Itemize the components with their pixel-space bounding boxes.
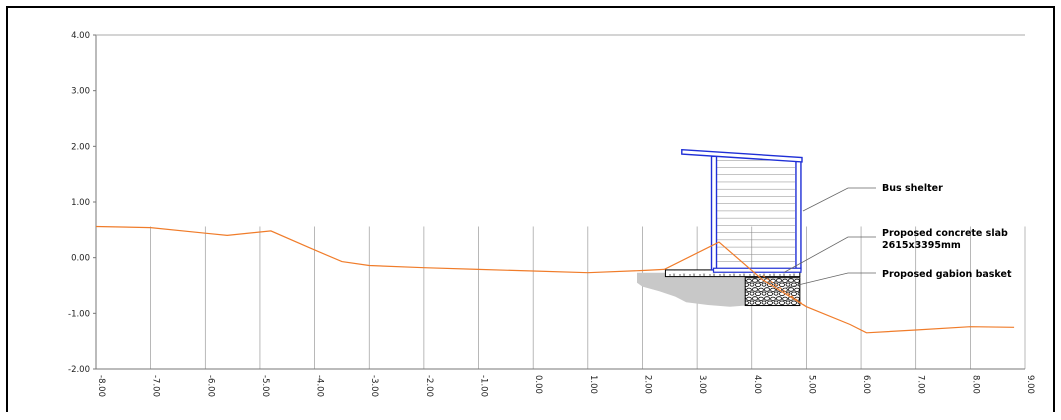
shelter-roof — [681, 148, 803, 163]
concrete-slab-leader — [784, 236, 876, 273]
concrete-slab-label: Proposed concrete slab — [882, 228, 1008, 239]
ground-profile-hidden-line — [762, 275, 807, 308]
concrete-slab-size-label: 2615x3395mm — [882, 240, 961, 251]
x-tick-label: -5.00 — [260, 375, 270, 397]
x-tick-label: -6.00 — [205, 375, 215, 397]
axes — [93, 34, 1025, 370]
y-tick-label: 4.00 — [71, 31, 90, 41]
shelter-front-post — [710, 155, 718, 271]
y-tick-label: 0.00 — [71, 254, 90, 264]
bus-shelter-label: Bus shelter — [882, 183, 943, 194]
x-tick-label: 5.00 — [806, 375, 816, 394]
leader-lines — [784, 187, 876, 289]
y-tick-label: 2.00 — [71, 142, 90, 152]
tick-labels: -8.00 -7.00 -6.00 -5.00 -4.00 -3.00 -2.00 -1.00… — [68, 31, 1035, 397]
y-tick-label: 3.00 — [71, 87, 90, 97]
ground-profile-line — [95, 225, 1015, 334]
x-tick-label: -2.00 — [424, 375, 434, 397]
x-tick-label: -3.00 — [369, 375, 379, 397]
x-tick-label: -4.00 — [315, 375, 325, 397]
section-chart: -8.00 -7.00 -6.00 -5.00 -4.00 -3.00 -2.00 -1.00… — [68, 31, 1035, 397]
x-tick-label: 6.00 — [861, 375, 871, 394]
gabion-basket-label: Proposed gabion basket — [882, 269, 1012, 280]
x-tick-label: -1.00 — [479, 375, 489, 397]
drawing-frame: -8.00 -7.00 -6.00 -5.00 -4.00 -3.00 -2.00 -1.00… — [6, 6, 1055, 412]
shelter-base-rail — [712, 267, 802, 273]
excavation-fill-area — [637, 272, 747, 307]
x-tick-label: 2.00 — [642, 375, 652, 394]
y-tick-label: -1.00 — [68, 309, 90, 319]
x-tick-label: 3.00 — [697, 375, 707, 394]
gabion-basket-leader — [784, 272, 876, 289]
series-layer — [95, 225, 1015, 334]
x-tick-label: 7.00 — [916, 375, 926, 394]
bus-shelter — [681, 148, 803, 273]
x-tick-label: 8.00 — [970, 375, 980, 394]
x-tick-label: -7.00 — [151, 375, 161, 397]
shelter-rear-post — [795, 160, 802, 271]
y-tick-label: 1.00 — [71, 198, 90, 208]
x-tick-label: 1.00 — [588, 375, 598, 394]
x-tick-label: 4.00 — [752, 375, 762, 394]
y-tick-label: -2.00 — [68, 365, 90, 375]
x-tick-label: 9.00 — [1025, 375, 1035, 394]
x-tick-label: 0.00 — [533, 375, 543, 394]
x-tick-label: -8.00 — [96, 375, 106, 397]
bus-shelter-leader — [802, 187, 876, 212]
